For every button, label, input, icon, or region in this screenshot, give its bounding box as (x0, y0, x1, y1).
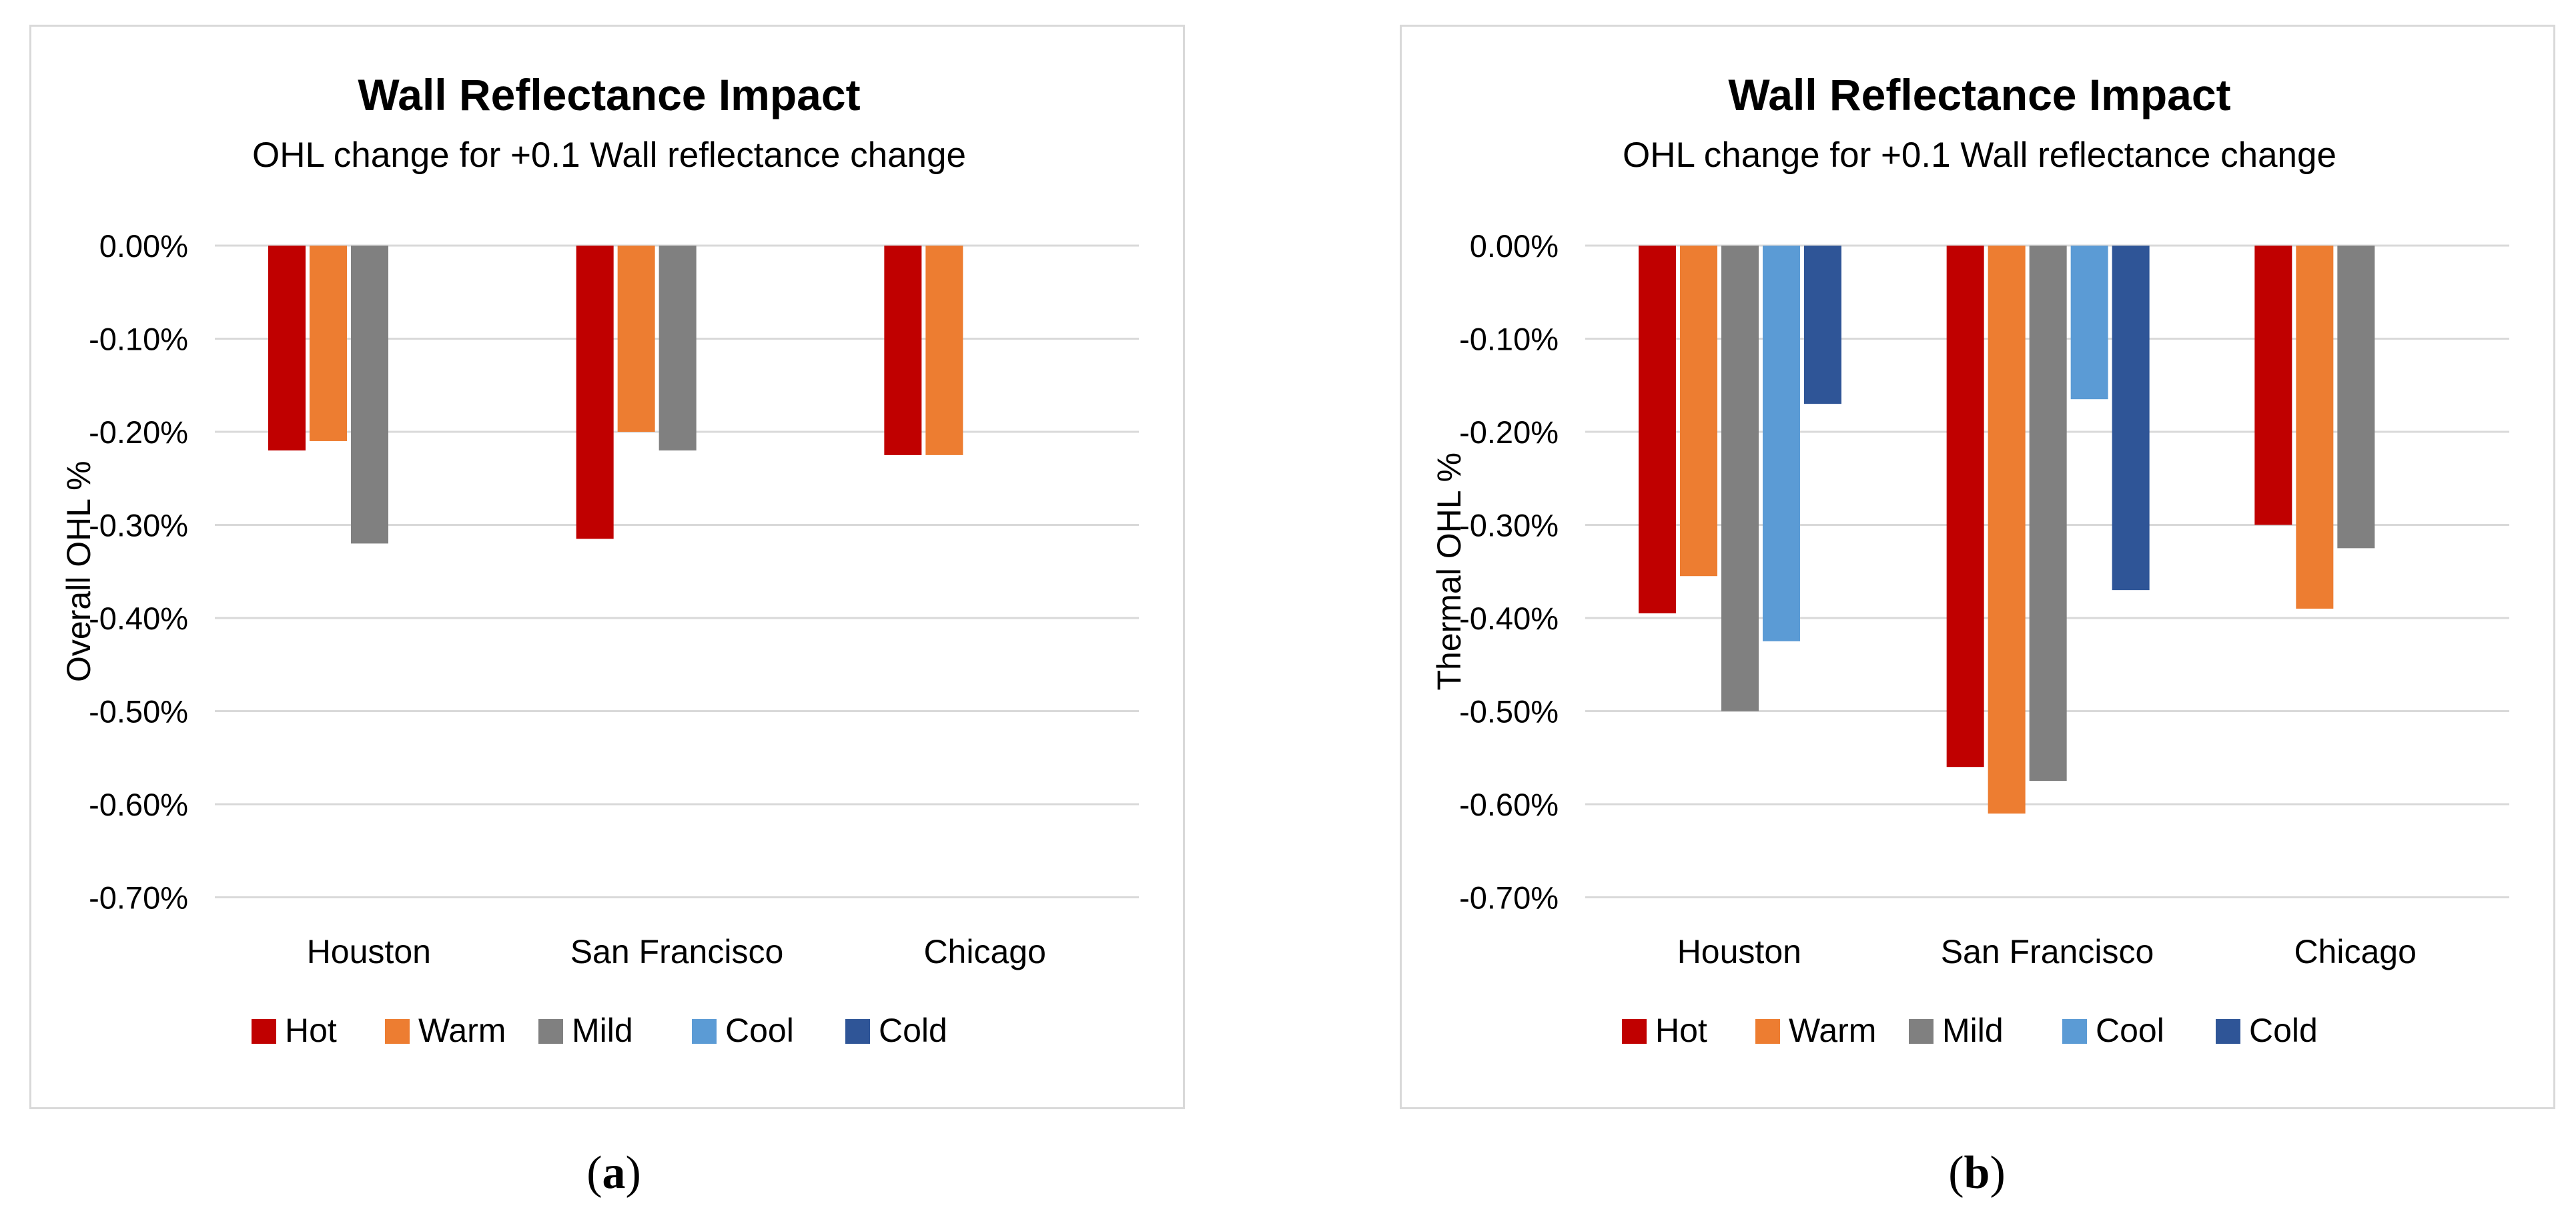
chartb-bar-cool-houston (1763, 246, 1800, 641)
chartb-title: Wall Reflectance Impact (1728, 70, 2230, 119)
charta-ytick-label: -0.40% (89, 601, 188, 636)
charta-category-label: Chicago (923, 933, 1045, 970)
charta-legend-label-mild: Mild (572, 1012, 633, 1049)
chartb-bar-cold-san-francisco (2112, 246, 2150, 591)
chartb-category-label: Chicago (2294, 933, 2416, 970)
charta-legend-label-warm: Warm (418, 1012, 506, 1049)
charta-legend-swatch-cold (845, 1019, 870, 1044)
charta-ylabel: Overall OHL % (60, 460, 97, 682)
chartb-bar-mild-chicago (2337, 246, 2375, 549)
chart-panel-a: Wall Reflectance Impact OHL change for +0… (29, 25, 1185, 1109)
chartb-category-label: Houston (1677, 933, 1801, 970)
charta-ytick-label: -0.60% (89, 787, 188, 822)
chartb-bar-cool-san-francisco (2070, 246, 2108, 400)
charta-legend-swatch-cool (692, 1019, 717, 1044)
caption-b: (b) (1948, 1147, 2006, 1199)
charta-ytick-label: -0.10% (89, 322, 188, 357)
charta-legend-label-cold: Cold (879, 1012, 947, 1049)
chartb-ylabel: Thermal OHL % (1430, 452, 1468, 691)
chart-panel-b: Wall Reflectance Impact OHL change for +0… (1400, 25, 2555, 1109)
chartb-legend-swatch-cold (2216, 1019, 2240, 1044)
chartb-legend-label-mild: Mild (1942, 1012, 2004, 1049)
chart-b-svg: Wall Reflectance Impact OHL change for +0… (1430, 70, 2509, 1049)
charta-title: Wall Reflectance Impact (358, 70, 860, 119)
chartb-legend-label-warm: Warm (1789, 1012, 1876, 1049)
chartb-ytick-label: -0.50% (1459, 694, 1559, 729)
chartb-ytick-label: -0.20% (1459, 414, 1559, 450)
chartb-bar-hot-san-francisco (1946, 246, 1984, 767)
chartb-bar-warm-chicago (2296, 246, 2334, 609)
chartb-bar-hot-houston (1639, 246, 1676, 614)
chart-a-svg: Wall Reflectance Impact OHL change for +0… (60, 70, 1139, 1049)
charta-subtitle: OHL change for +0.1 Wall reflectance cha… (252, 135, 966, 175)
charta-legend-label-cool: Cool (725, 1012, 794, 1049)
chartb-ytick-label: -0.70% (1459, 880, 1559, 916)
charta-bar-warm-chicago (925, 246, 963, 455)
chartb-legend-label-hot: Hot (1655, 1012, 1707, 1049)
chartb-legend-swatch-cool (2062, 1019, 2087, 1044)
charta-category-label: Houston (307, 933, 431, 970)
chartb-bar-mild-san-francisco (2029, 246, 2067, 782)
charta-ytick-label: -0.70% (89, 880, 188, 916)
chartb-legend-label-cold: Cold (2249, 1012, 2318, 1049)
chartb-ytick-label: 0.00% (1470, 228, 1559, 264)
chartb-ytick-label: -0.30% (1459, 508, 1559, 543)
charta-ytick-label: -0.20% (89, 414, 188, 450)
charta-bar-hot-chicago (884, 246, 922, 455)
chartb-category-label: San Francisco (1941, 933, 2154, 970)
chartb-bar-mild-houston (1721, 246, 1759, 711)
chartb-legend-swatch-mild (1909, 1019, 1934, 1044)
chartb-bar-warm-san-francisco (1988, 246, 2026, 814)
charta-bar-hot-san-francisco (576, 246, 614, 539)
charta-ytick-label: 0.00% (99, 228, 188, 264)
charta-legend-swatch-mild (538, 1019, 563, 1044)
chartb-ytick-label: -0.40% (1459, 601, 1559, 636)
caption-a: (a) (586, 1147, 641, 1199)
charta-bar-mild-houston (351, 246, 388, 544)
chartb-legend-label-cool: Cool (2096, 1012, 2164, 1049)
charta-bar-warm-houston (310, 246, 347, 441)
charta-category-label: San Francisco (570, 933, 784, 970)
charta-ytick-label: -0.50% (89, 694, 188, 729)
chartb-bar-cold-houston (1804, 246, 1841, 404)
chartb-ytick-label: -0.60% (1459, 787, 1559, 822)
charta-legend-label-hot: Hot (285, 1012, 337, 1049)
charta-bar-mild-san-francisco (659, 246, 697, 450)
chartb-bar-warm-houston (1680, 246, 1717, 577)
charta-legend-swatch-hot (252, 1019, 276, 1044)
charta-legend-swatch-warm (385, 1019, 410, 1044)
charta-bar-hot-houston (268, 246, 306, 450)
chartb-legend-swatch-hot (1622, 1019, 1647, 1044)
chartb-subtitle: OHL change for +0.1 Wall reflectance cha… (1623, 135, 2336, 175)
chartb-ytick-label: -0.10% (1459, 322, 1559, 357)
chartb-legend-swatch-warm (1755, 1019, 1780, 1044)
charta-bar-warm-san-francisco (617, 246, 655, 432)
charta-ytick-label: -0.30% (89, 508, 188, 543)
chartb-bar-hot-chicago (2254, 246, 2292, 525)
